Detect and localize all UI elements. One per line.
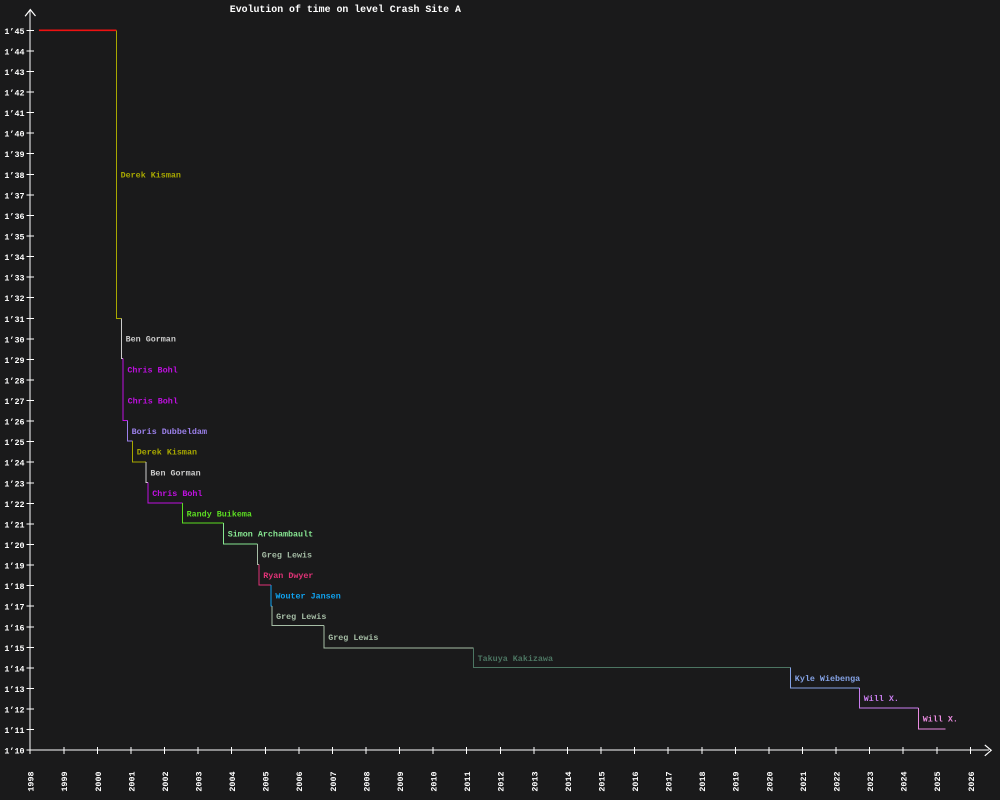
svg-text:Ryan Dwyer: Ryan Dwyer (263, 571, 313, 581)
svg-text:Ben Gorman: Ben Gorman (150, 468, 200, 478)
svg-text:1’11: 1’11 (4, 726, 24, 736)
svg-text:2001: 2001 (127, 771, 137, 791)
svg-text:Boris Dubbeldam: Boris Dubbeldam (132, 427, 207, 437)
svg-text:2005: 2005 (262, 771, 272, 791)
svg-text:1’33: 1’33 (4, 274, 24, 284)
svg-text:2012: 2012 (497, 771, 507, 791)
svg-text:Ben Gorman: Ben Gorman (126, 335, 176, 345)
svg-text:2021: 2021 (799, 771, 809, 791)
svg-text:1’27: 1’27 (4, 397, 24, 407)
svg-text:1’31: 1’31 (4, 315, 24, 325)
svg-text:Chris Bohl: Chris Bohl (152, 489, 202, 499)
svg-text:1’35: 1’35 (4, 232, 24, 242)
svg-text:1’40: 1’40 (4, 130, 24, 140)
svg-text:Will X.: Will X. (923, 715, 958, 725)
svg-text:2002: 2002 (161, 771, 171, 791)
svg-text:2003: 2003 (194, 771, 204, 791)
svg-text:1’34: 1’34 (4, 253, 24, 263)
svg-text:1’37: 1’37 (4, 191, 24, 201)
svg-text:Chris Bohl: Chris Bohl (127, 365, 177, 375)
svg-text:2019: 2019 (732, 771, 742, 791)
svg-text:1998: 1998 (27, 771, 37, 791)
svg-text:2026: 2026 (967, 771, 977, 791)
svg-text:Greg Lewis: Greg Lewis (276, 612, 326, 622)
svg-text:1’12: 1’12 (4, 706, 24, 716)
svg-text:1’25: 1’25 (4, 438, 24, 448)
svg-text:1’42: 1’42 (4, 89, 24, 99)
svg-text:1’39: 1’39 (4, 150, 24, 160)
svg-text:1’13: 1’13 (4, 685, 24, 695)
svg-text:1’24: 1’24 (4, 459, 24, 469)
svg-text:Takuya Kakizawa: Takuya Kakizawa (478, 654, 553, 664)
svg-text:1’44: 1’44 (4, 47, 24, 57)
svg-text:Randy Buikema: Randy Buikema (187, 509, 252, 519)
svg-text:2022: 2022 (832, 771, 842, 791)
svg-text:1’17: 1’17 (4, 603, 24, 613)
svg-text:Derek Kisman: Derek Kisman (121, 171, 181, 181)
svg-text:Kyle Wiebenga: Kyle Wiebenga (795, 674, 860, 684)
svg-text:Greg Lewis: Greg Lewis (262, 550, 312, 560)
svg-text:2007: 2007 (329, 771, 339, 791)
svg-text:2020: 2020 (765, 771, 775, 791)
svg-text:1’28: 1’28 (4, 376, 24, 386)
svg-text:1’14: 1’14 (4, 664, 24, 674)
svg-text:2014: 2014 (564, 771, 574, 791)
svg-text:2010: 2010 (430, 771, 440, 791)
svg-text:2006: 2006 (295, 771, 305, 791)
svg-text:Derek Kisman: Derek Kisman (137, 448, 197, 458)
svg-text:Chris Bohl: Chris Bohl (128, 396, 178, 406)
svg-text:1’10: 1’10 (4, 747, 24, 757)
svg-text:Will X.: Will X. (864, 694, 899, 704)
svg-text:1’21: 1’21 (4, 520, 24, 530)
svg-text:2008: 2008 (362, 771, 372, 791)
svg-text:1’41: 1’41 (4, 109, 24, 119)
svg-text:1’38: 1’38 (4, 171, 24, 181)
svg-text:2017: 2017 (665, 771, 675, 791)
svg-text:2025: 2025 (933, 771, 943, 791)
svg-text:2004: 2004 (228, 771, 238, 791)
svg-text:Simon Archambault: Simon Archambault (228, 530, 313, 540)
svg-text:2009: 2009 (396, 771, 406, 791)
svg-text:2018: 2018 (698, 771, 708, 791)
svg-text:1’18: 1’18 (4, 582, 24, 592)
svg-text:Greg Lewis: Greg Lewis (328, 633, 378, 643)
svg-text:1’43: 1’43 (4, 68, 24, 78)
svg-text:2023: 2023 (866, 771, 876, 791)
svg-text:1’29: 1’29 (4, 356, 24, 366)
svg-text:1’23: 1’23 (4, 479, 24, 489)
svg-text:1’16: 1’16 (4, 623, 24, 633)
svg-text:2016: 2016 (631, 771, 641, 791)
svg-text:2000: 2000 (94, 771, 104, 791)
svg-text:1’19: 1’19 (4, 562, 24, 572)
svg-text:1’30: 1’30 (4, 335, 24, 345)
svg-text:2024: 2024 (900, 771, 910, 791)
svg-text:1’26: 1’26 (4, 418, 24, 428)
svg-text:Wouter Jansen: Wouter Jansen (275, 592, 340, 602)
svg-text:1’15: 1’15 (4, 644, 24, 654)
svg-text:1’36: 1’36 (4, 212, 24, 222)
svg-text:1’20: 1’20 (4, 541, 24, 551)
svg-text:Evolution of time on level Cra: Evolution of time on level Crash Site A (230, 4, 461, 15)
svg-text:1’22: 1’22 (4, 500, 24, 510)
svg-text:1’45: 1’45 (4, 27, 24, 37)
svg-text:1999: 1999 (60, 771, 70, 791)
svg-text:2013: 2013 (530, 771, 540, 791)
svg-text:1’32: 1’32 (4, 294, 24, 304)
svg-text:2015: 2015 (597, 771, 607, 791)
svg-text:2011: 2011 (463, 771, 473, 791)
